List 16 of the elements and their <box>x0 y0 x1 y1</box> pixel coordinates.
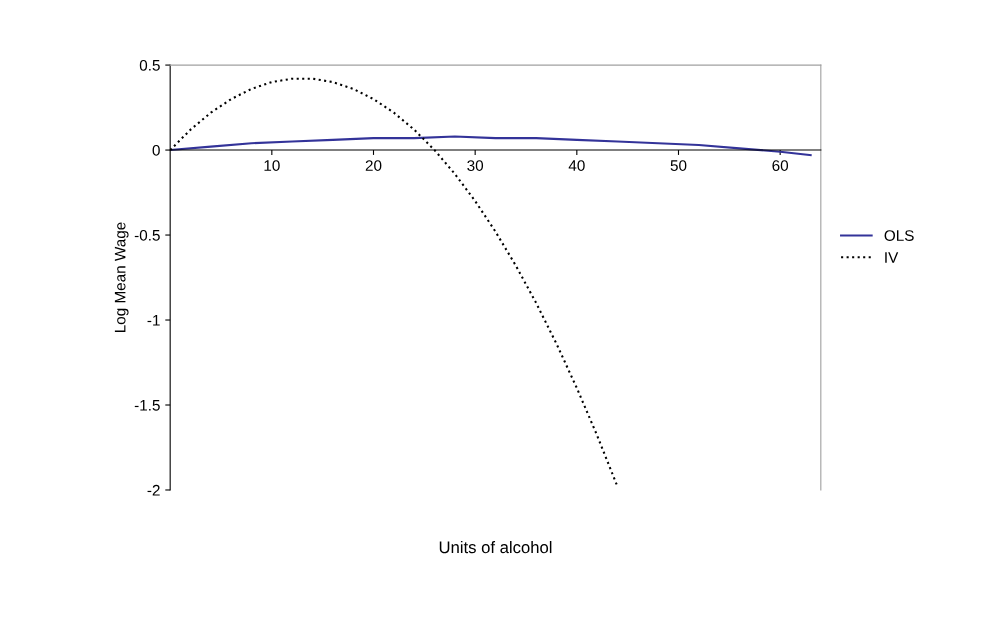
x-tick-label: 30 <box>467 160 484 171</box>
x-tick-label: 40 <box>568 160 585 171</box>
x-tick-label: 10 <box>264 160 280 171</box>
y-axis-title: Log Mean Wage <box>114 222 129 333</box>
y-tick-label: 0 <box>152 144 160 156</box>
x-tick-label: 50 <box>670 160 687 171</box>
y-tick-label: -2 <box>147 484 160 496</box>
y-tick-label: -1 <box>147 315 160 326</box>
y-tick-label: 0.5 <box>139 59 160 71</box>
legend-label: OLS <box>884 230 914 241</box>
x-axis-title: Units of alcohol <box>439 540 552 554</box>
y-tick-label: -0.5 <box>134 229 160 241</box>
x-tick-label: 20 <box>365 160 382 171</box>
x-tick-label: 60 <box>772 160 789 171</box>
legend-label: IV <box>885 252 899 263</box>
y-tick-label: -1.5 <box>134 400 160 411</box>
